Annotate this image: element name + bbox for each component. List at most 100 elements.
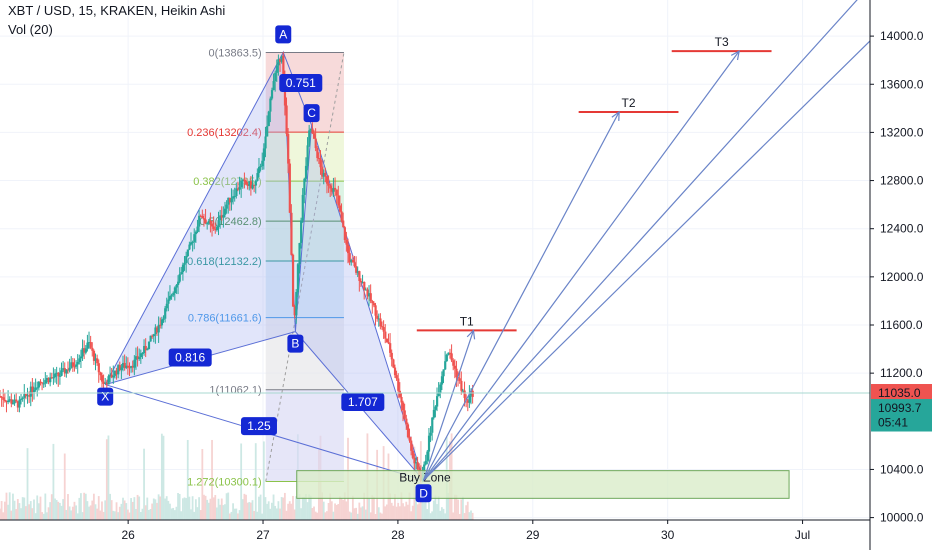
volume-bar — [279, 508, 281, 520]
candle-body — [329, 185, 332, 189]
candle-body — [178, 274, 181, 282]
x-tick-label: 29 — [526, 528, 540, 542]
candle-body — [96, 358, 99, 364]
volume-bar — [39, 496, 42, 520]
volume-bar — [196, 507, 199, 520]
countdown-box — [871, 413, 932, 432]
volume-bar — [394, 494, 396, 520]
pattern-xab-fill — [105, 52, 296, 385]
buy-zone[interactable]: Buy Zone — [296, 470, 790, 499]
point-tag-b: B — [291, 337, 299, 351]
volume-bar — [55, 500, 58, 520]
projection-arrow — [423, 111, 620, 481]
volume-bar — [306, 502, 309, 520]
candle-body — [228, 197, 232, 203]
candle-body — [468, 395, 471, 403]
x-tick-label: 30 — [661, 528, 675, 542]
volume-bar — [5, 492, 8, 520]
candle-body — [206, 223, 209, 225]
projection-arrows[interactable] — [422, 0, 871, 481]
volume-bar — [15, 509, 18, 520]
volume-bar — [324, 512, 327, 520]
volume-bar — [215, 507, 218, 520]
candle-body — [32, 389, 36, 393]
candle-body — [264, 136, 267, 149]
volume-bar — [144, 505, 147, 520]
candle-body — [139, 353, 143, 358]
volume-bar — [358, 502, 361, 520]
candle-body — [240, 181, 243, 188]
volume-bar — [76, 513, 79, 520]
volume-bar — [256, 511, 259, 520]
candle-body — [55, 372, 58, 374]
candle-body — [437, 392, 440, 397]
volume-bar — [254, 443, 257, 520]
volume-bar — [240, 443, 243, 520]
point-tag-c: C — [307, 106, 316, 120]
candle-body — [196, 226, 199, 232]
volume-bar — [424, 499, 427, 520]
candle-body — [204, 219, 207, 224]
volume-bar — [453, 494, 456, 520]
x-tick-label: 27 — [256, 528, 270, 542]
candle-body — [193, 234, 196, 242]
y-tick-label: 11600.0 — [880, 318, 923, 332]
projection-arrow — [423, 40, 871, 481]
candle-body — [5, 400, 8, 403]
volume-bar — [220, 498, 223, 520]
projection-arrow — [423, 0, 858, 481]
volume-bar — [241, 499, 244, 520]
volume-bar — [65, 509, 68, 520]
volume-bar — [160, 433, 163, 520]
candle-body — [143, 346, 146, 354]
volume-bar — [377, 507, 380, 520]
volume-bar — [379, 512, 382, 520]
candle-body — [167, 299, 170, 304]
point-tag-a-box — [275, 25, 292, 44]
candle-body — [13, 399, 16, 404]
harmonic-pattern[interactable] — [104, 50, 425, 481]
volume-bar — [42, 513, 45, 520]
volume-bar — [272, 494, 275, 520]
y-tick-label: 13600.0 — [880, 77, 924, 91]
volume-bar — [170, 508, 173, 520]
candle-body — [49, 377, 52, 383]
candle-body — [18, 399, 21, 408]
volume-bar — [339, 496, 341, 520]
candle-body — [168, 295, 172, 300]
target-lines[interactable]: T1 T2 T3 — [416, 35, 772, 332]
volume-bar — [162, 435, 165, 520]
candle-body — [259, 166, 262, 168]
volume-bar — [408, 492, 411, 520]
candle-body — [452, 360, 455, 366]
y-tick-label: 14000.0 — [880, 29, 924, 43]
candle-body — [157, 324, 160, 333]
ratio-tag-box — [240, 417, 277, 436]
volume-bar — [368, 498, 370, 520]
candle-body — [429, 432, 432, 436]
candle-body — [448, 352, 452, 354]
candle-body — [42, 383, 45, 385]
volume-bar — [258, 496, 260, 520]
volume-bar — [269, 508, 272, 520]
candle-body — [455, 368, 458, 378]
candle-body — [47, 377, 50, 383]
candle-body — [290, 212, 293, 255]
volume-bar — [225, 493, 228, 520]
fib-retracement[interactable]: 0(13863.5)0.236(13202.4)0.382(12795.)0.5… — [187, 48, 345, 489]
volume-bar — [198, 497, 200, 520]
volume-bar — [159, 496, 162, 520]
candle-body — [20, 398, 23, 400]
volume-bar — [398, 506, 401, 520]
volume-bar — [214, 495, 217, 520]
candle-body — [257, 166, 261, 174]
candle-body — [405, 418, 408, 425]
volume-bar — [447, 492, 450, 520]
volume-bar — [322, 501, 325, 520]
candle-body — [160, 319, 164, 326]
volume-bar — [374, 513, 377, 520]
candle-body — [376, 315, 379, 319]
volume-bar — [130, 498, 133, 520]
volume-bar — [462, 496, 464, 520]
